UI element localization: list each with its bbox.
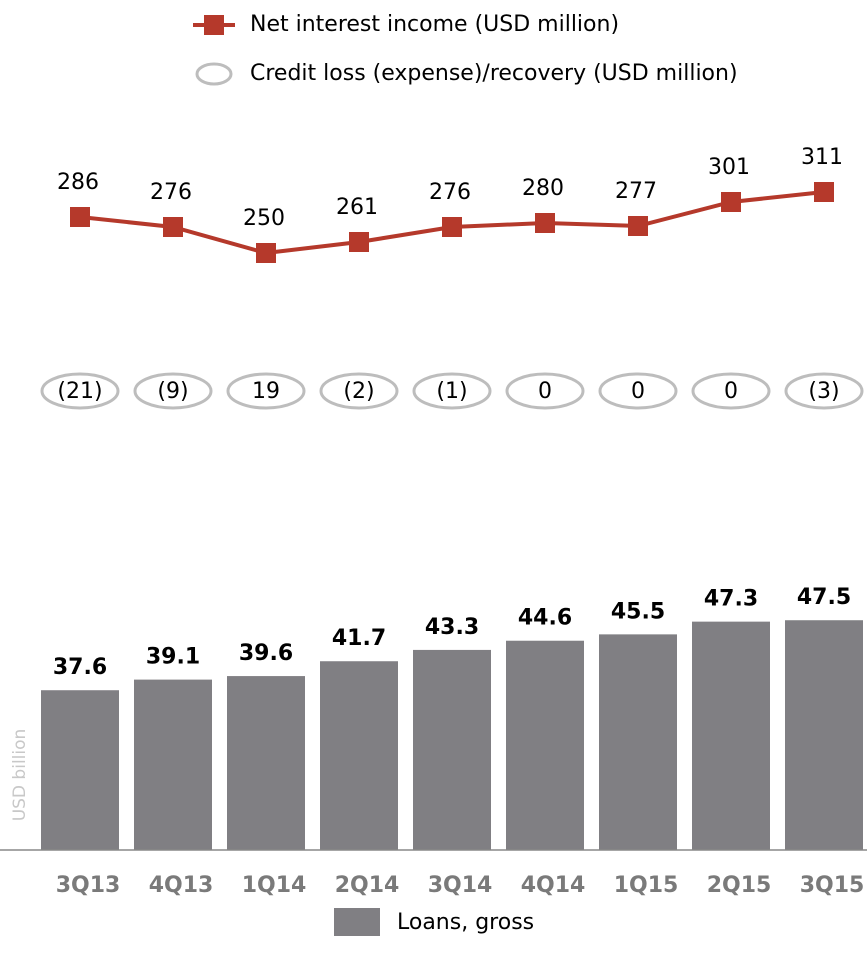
point <box>256 243 276 263</box>
bar <box>599 634 677 850</box>
credit-loss-oval <box>226 372 306 410</box>
bar <box>413 649 491 850</box>
credit-loss-oval <box>784 372 864 410</box>
data-label: 311 <box>801 145 843 170</box>
bar <box>41 690 119 850</box>
data-label: 19 <box>252 379 280 404</box>
x-tick-label: 2Q15 <box>707 873 772 898</box>
point <box>163 217 183 237</box>
bar <box>134 679 212 850</box>
legend-marker <box>195 62 233 86</box>
data-label: 277 <box>615 179 657 204</box>
data-label: 276 <box>429 180 471 205</box>
credit-loss-oval <box>133 372 213 410</box>
legend-marker <box>204 15 224 35</box>
data-label: 286 <box>57 170 99 195</box>
point <box>70 207 90 227</box>
credit-loss-oval <box>40 372 120 410</box>
data-label: 261 <box>336 195 378 220</box>
bar <box>227 676 305 850</box>
x-tick-label: 4Q13 <box>149 873 214 898</box>
x-tick-label: 3Q15 <box>800 873 865 898</box>
legend-label: Loans, gross <box>397 910 534 935</box>
data-label: 280 <box>522 176 564 201</box>
data-label: (21) <box>57 379 102 404</box>
legend-label: Credit loss (expense)/recovery (USD mill… <box>250 61 738 86</box>
credit-loss-oval <box>598 372 678 410</box>
data-label: 39.1 <box>146 645 200 670</box>
x-tick-label: 4Q14 <box>521 873 586 898</box>
credit-loss-oval <box>691 372 771 410</box>
data-label: (2) <box>343 379 374 404</box>
legend-marker <box>334 908 380 936</box>
data-label: 43.3 <box>425 615 479 640</box>
credit-loss-oval <box>412 372 492 410</box>
point <box>535 213 555 233</box>
bar <box>506 640 584 850</box>
bar <box>692 621 770 850</box>
credit-loss-oval <box>505 372 585 410</box>
data-label: (1) <box>436 379 467 404</box>
point <box>628 216 648 236</box>
data-label: 276 <box>150 180 192 205</box>
data-label: (3) <box>808 379 839 404</box>
legend-label: Net interest income (USD million) <box>250 12 619 37</box>
data-label: 0 <box>538 379 552 404</box>
data-label: 47.5 <box>797 585 851 610</box>
point <box>442 217 462 237</box>
data-label: 0 <box>724 379 738 404</box>
data-label: 44.6 <box>518 606 572 631</box>
point <box>721 192 741 212</box>
x-tick-label: 1Q14 <box>242 873 307 898</box>
data-label: 39.6 <box>239 641 293 666</box>
data-label: 45.5 <box>611 599 665 624</box>
point <box>814 182 834 202</box>
data-label: 41.7 <box>332 626 386 651</box>
credit-loss-oval <box>319 372 399 410</box>
x-tick-label: 3Q13 <box>56 873 121 898</box>
data-label: 37.6 <box>53 655 107 680</box>
data-label: 47.3 <box>704 587 758 612</box>
bar <box>320 661 398 850</box>
data-label: (9) <box>157 379 188 404</box>
x-tick-label: 2Q14 <box>335 873 400 898</box>
y-axis-label: USD billion <box>10 729 30 822</box>
data-label: 0 <box>631 379 645 404</box>
x-tick-label: 3Q14 <box>428 873 493 898</box>
bar <box>785 620 863 850</box>
data-label: 301 <box>708 155 750 180</box>
data-label: 250 <box>243 206 285 231</box>
point <box>349 232 369 252</box>
x-tick-label: 1Q15 <box>614 873 679 898</box>
